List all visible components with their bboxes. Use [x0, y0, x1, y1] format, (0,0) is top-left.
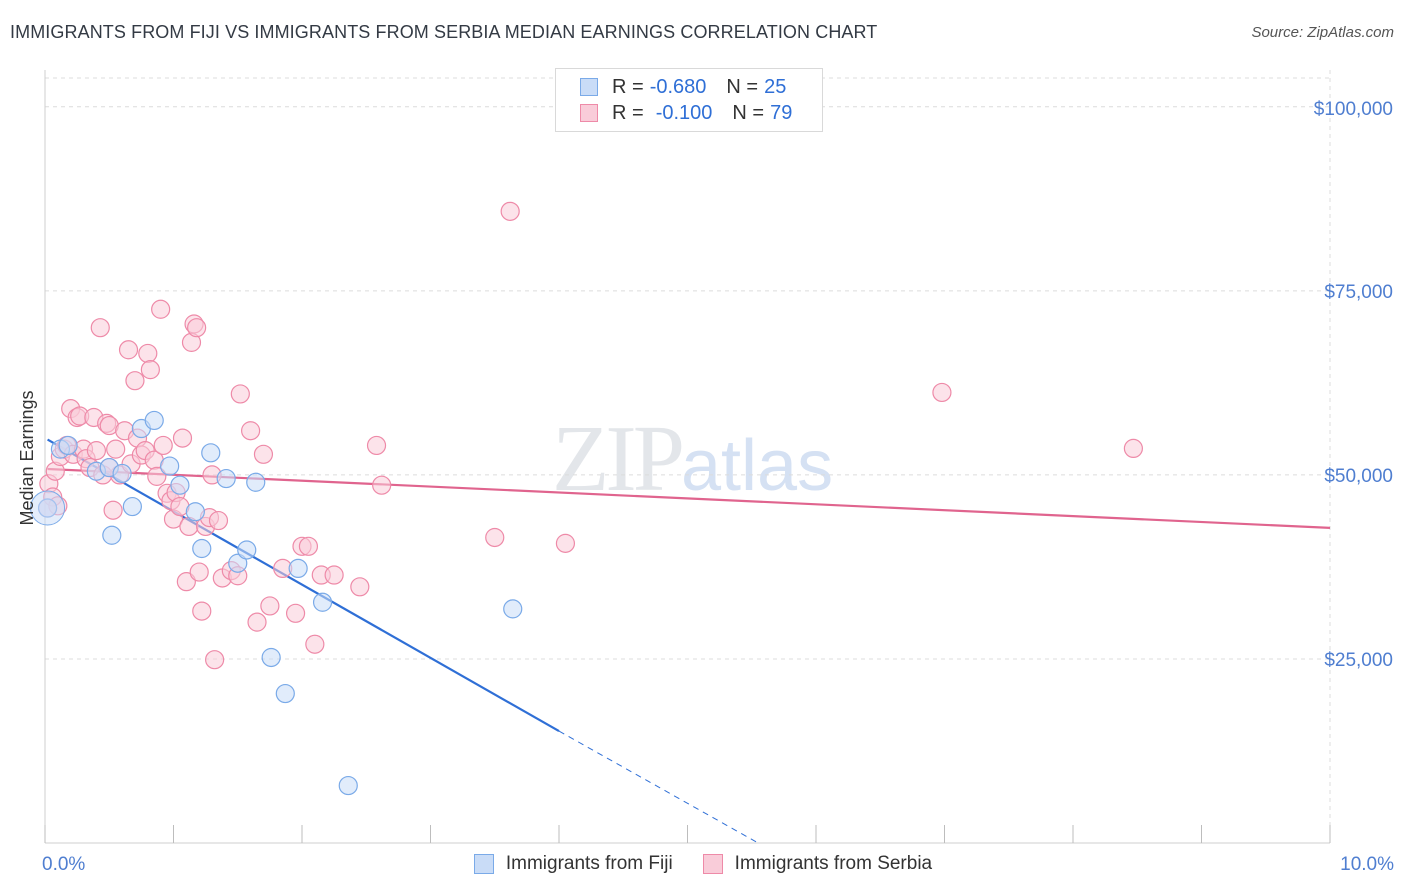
serbia-point — [141, 361, 159, 379]
fiji-point — [339, 777, 357, 795]
serbia-point — [486, 528, 504, 546]
fiji-legend-swatch — [474, 854, 494, 874]
legend-item-serbia[interactable]: Immigrants from Serbia — [703, 853, 932, 875]
y-axis-label: Median Earnings — [17, 390, 37, 525]
serbia-point — [188, 319, 206, 337]
serbia-point — [351, 578, 369, 596]
series-legend: Immigrants from Fiji Immigrants from Ser… — [0, 851, 1406, 877]
serbia-r-value: -0.100 — [656, 102, 713, 125]
serbia-point — [107, 440, 125, 458]
fiji-r-label: R = — [612, 76, 644, 99]
fiji-point — [202, 444, 220, 462]
y-tick-label: $75,000 — [1324, 282, 1393, 303]
serbia-point — [209, 512, 227, 530]
serbia-point — [501, 202, 519, 220]
fiji-point — [171, 476, 189, 494]
fiji-legend-label: Immigrants from Fiji — [506, 853, 673, 875]
legend-row-fiji: R = -0.680 N = 25 — [580, 75, 786, 99]
serbia-point — [306, 635, 324, 653]
fiji-point — [123, 498, 141, 516]
fiji-point — [314, 593, 332, 611]
fiji-point — [103, 526, 121, 544]
fiji-point — [59, 436, 77, 454]
fiji-point — [161, 457, 179, 475]
serbia-point — [87, 442, 105, 460]
serbia-n-label: N = — [732, 102, 764, 125]
serbia-point — [173, 429, 191, 447]
serbia-trend-line — [48, 469, 1330, 528]
fiji-swatch — [580, 78, 598, 96]
serbia-point — [325, 566, 343, 584]
serbia-point — [104, 501, 122, 519]
serbia-point — [287, 604, 305, 622]
fiji-point — [238, 541, 256, 559]
serbia-swatch — [580, 104, 598, 122]
serbia-point — [206, 651, 224, 669]
serbia-point — [248, 613, 266, 631]
serbia-point — [120, 341, 138, 359]
serbia-point — [190, 563, 208, 581]
serbia-point — [139, 344, 157, 362]
serbia-point — [231, 385, 249, 403]
y-tick-label: $25,000 — [1324, 650, 1393, 671]
fiji-n-label: N = — [726, 76, 758, 99]
serbia-point — [91, 319, 109, 337]
serbia-point — [299, 537, 317, 555]
fiji-point — [289, 559, 307, 577]
serbia-point — [368, 436, 386, 454]
serbia-point — [126, 372, 144, 390]
fiji-point — [193, 540, 211, 558]
legend-row-serbia: R = -0.100 N = 79 — [580, 101, 792, 125]
fiji-trend-extension — [559, 731, 758, 843]
serbia-point — [1124, 439, 1142, 457]
y-tick-label: $50,000 — [1324, 466, 1393, 487]
fiji-point — [262, 648, 280, 666]
fiji-point — [186, 503, 204, 521]
serbia-point — [254, 445, 272, 463]
correlation-legend: R = -0.680 N = 25 R = -0.100 N = 79 — [555, 68, 823, 132]
scatter-chart: $25,000$50,000$75,000$100,0000.0% 10.0%Me… — [0, 0, 1406, 892]
serbia-legend-swatch — [703, 854, 723, 874]
serbia-point — [556, 534, 574, 552]
serbia-point — [933, 383, 951, 401]
serbia-n-value: 79 — [770, 102, 792, 125]
serbia-point — [373, 476, 391, 494]
serbia-point — [261, 597, 279, 615]
y-tick-label: $100,000 — [1314, 99, 1393, 120]
fiji-point — [247, 473, 265, 491]
fiji-point — [504, 600, 522, 618]
fiji-point — [113, 464, 131, 482]
fiji-point — [145, 411, 163, 429]
fiji-point — [276, 685, 294, 703]
legend-item-fiji[interactable]: Immigrants from Fiji — [474, 853, 673, 875]
fiji-n-value: 25 — [764, 76, 786, 99]
serbia-point — [154, 436, 172, 454]
serbia-legend-label: Immigrants from Serbia — [735, 853, 932, 875]
serbia-point — [193, 602, 211, 620]
serbia-point — [152, 300, 170, 318]
serbia-point — [242, 422, 260, 440]
fiji-r-value: -0.680 — [650, 76, 707, 99]
trend-lines — [48, 440, 1330, 843]
fiji-trend-line — [48, 440, 559, 732]
fiji-point — [217, 470, 235, 488]
serbia-r-label: R = — [612, 102, 644, 125]
